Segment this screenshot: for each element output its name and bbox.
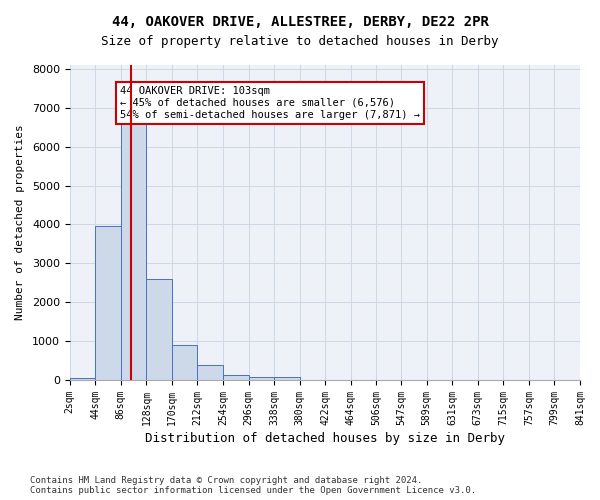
Bar <box>95 226 121 380</box>
Bar <box>274 376 299 380</box>
Text: Contains HM Land Registry data © Crown copyright and database right 2024.
Contai: Contains HM Land Registry data © Crown c… <box>30 476 476 495</box>
Bar <box>197 365 223 380</box>
Bar <box>121 84 146 380</box>
Bar <box>146 279 172 380</box>
Bar <box>223 375 248 380</box>
Text: 44, OAKOVER DRIVE, ALLESTREE, DERBY, DE22 2PR: 44, OAKOVER DRIVE, ALLESTREE, DERBY, DE2… <box>112 15 488 29</box>
Bar <box>248 376 274 380</box>
Text: 44 OAKOVER DRIVE: 103sqm
← 45% of detached houses are smaller (6,576)
54% of sem: 44 OAKOVER DRIVE: 103sqm ← 45% of detach… <box>120 86 420 120</box>
X-axis label: Distribution of detached houses by size in Derby: Distribution of detached houses by size … <box>145 432 505 445</box>
Bar <box>70 378 95 380</box>
Y-axis label: Number of detached properties: Number of detached properties <box>15 124 25 320</box>
Bar <box>172 345 197 380</box>
Text: Size of property relative to detached houses in Derby: Size of property relative to detached ho… <box>101 35 499 48</box>
